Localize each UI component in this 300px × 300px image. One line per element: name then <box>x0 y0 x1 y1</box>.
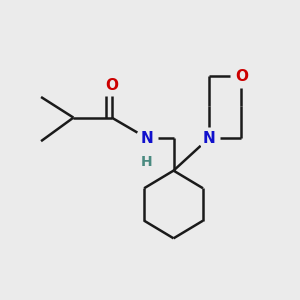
Text: H: H <box>141 155 153 169</box>
Text: O: O <box>235 69 248 84</box>
Text: N: N <box>141 131 153 146</box>
Text: N: N <box>202 131 215 146</box>
Text: O: O <box>105 78 118 93</box>
